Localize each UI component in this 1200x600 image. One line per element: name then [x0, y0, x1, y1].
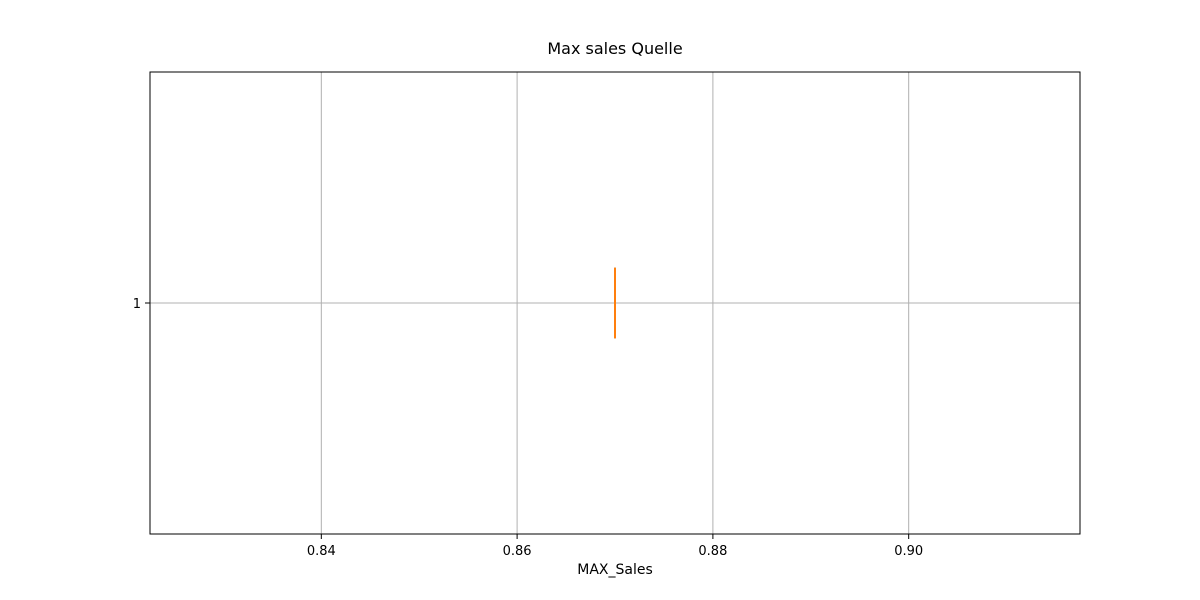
x-tick-label: 0.88: [698, 544, 727, 559]
x-tick-label: 0.84: [307, 544, 336, 559]
x-tick-label: 0.90: [894, 544, 923, 559]
chart-title: Max sales Quelle: [547, 39, 682, 58]
y-tick-label: 1: [133, 297, 141, 312]
x-axis-label: MAX_Sales: [577, 562, 653, 578]
tick-layer: 0.84 0.86 0.88 0.90 1: [133, 297, 923, 559]
x-tick-label: 0.86: [503, 544, 532, 559]
